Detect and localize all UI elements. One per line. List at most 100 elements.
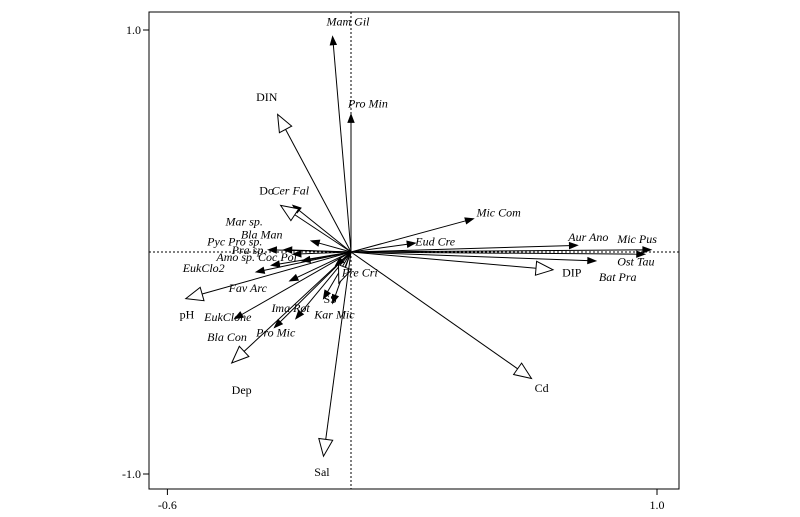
species-vector-pra-sp	[291, 250, 352, 258]
species-vector-eukclo2	[254, 251, 352, 274]
vector-name-label: Ost Tau	[617, 254, 654, 268]
vector-name-label: Pro Mic	[255, 325, 296, 339]
arrow-layer	[184, 35, 653, 458]
y-tick-label: -1.0	[122, 467, 141, 481]
species-vector-mic-com	[350, 217, 475, 253]
vector-name-label: EukClone	[203, 310, 252, 324]
vector-name-label: Bla Con	[207, 330, 247, 344]
vector-shaft	[344, 251, 352, 268]
vector-name-label: Ima Rot	[270, 301, 310, 315]
vector-shaft	[350, 251, 537, 269]
y-tick-label: 1.0	[126, 23, 141, 37]
species-vector-eud-cre	[350, 240, 417, 253]
solid-arrowhead	[329, 35, 338, 46]
vector-name-label: Amo sp. Coc Pol	[215, 250, 297, 264]
vector-shaft	[298, 209, 352, 253]
env-vector-sal	[318, 251, 352, 458]
hollow-arrowhead	[230, 345, 250, 364]
vector-name-label: Kar Mic	[313, 308, 355, 322]
species-vector-pro-sp	[282, 246, 352, 254]
solid-arrowhead	[406, 240, 417, 248]
vector-shaft	[291, 249, 352, 253]
vector-shaft	[241, 251, 352, 316]
vector-name-label: Sal	[314, 465, 330, 479]
solid-arrowhead	[273, 318, 284, 329]
solid-arrowhead	[322, 289, 331, 300]
vector-name-label: Pyc Pro sp.	[206, 234, 262, 248]
solid-arrowhead	[282, 246, 293, 254]
vector-name-label: SS	[323, 292, 336, 306]
vector-name-label: Pro Min	[347, 97, 388, 111]
vector-name-label: DIP	[562, 265, 582, 279]
vector-name-label: Fav Arc	[228, 281, 268, 295]
hollow-arrowhead	[534, 260, 555, 276]
solid-arrowhead	[464, 217, 475, 225]
vector-name-label: Mar sp.	[225, 214, 263, 228]
x-tick-label: 1.0	[650, 498, 665, 512]
vector-shaft	[300, 251, 352, 313]
env-vector-do	[279, 204, 352, 253]
vector-name-label: Dep	[232, 383, 252, 397]
vector-shaft	[350, 251, 637, 255]
solid-arrowhead	[309, 239, 321, 247]
vector-shaft	[350, 220, 466, 253]
vector-name-label: pH	[180, 308, 195, 322]
species-vector-eukclone	[233, 251, 352, 320]
vector-name-label: Bla Man	[241, 228, 283, 242]
species-vector-mic-pus	[350, 246, 653, 254]
solid-arrowhead	[270, 260, 281, 268]
vector-name-label: Pra sp.	[231, 243, 267, 257]
vector-shaft	[350, 251, 588, 262]
hollow-arrowhead	[279, 204, 300, 222]
x-tick-label: -0.6	[158, 498, 177, 512]
vector-shaft	[325, 251, 352, 440]
vector-shaft	[263, 251, 352, 271]
vector-name-label: Mic Com	[475, 205, 521, 219]
env-vector-dip	[350, 251, 555, 276]
vector-shaft	[294, 214, 352, 253]
env-vector-din	[276, 113, 352, 253]
vector-shaft	[350, 243, 408, 253]
solid-arrowhead	[331, 293, 340, 305]
species-vector-mam-gil	[329, 35, 352, 253]
vector-shaft	[350, 245, 570, 253]
species-vector-pro-mic	[294, 251, 352, 320]
vector-name-label: DIN	[256, 90, 278, 104]
species-vector-bla-man	[309, 239, 352, 253]
vector-shaft	[332, 44, 352, 253]
vector-name-label: Mic Pus	[616, 232, 657, 246]
vector-name-label: Aur Ano	[567, 230, 608, 244]
solid-arrowhead	[288, 273, 300, 282]
solid-arrowhead	[254, 266, 266, 274]
solid-arrowhead	[636, 250, 647, 258]
vector-name-label: Cer Fal	[271, 183, 309, 197]
vector-name-label: Bat Pra	[599, 270, 637, 284]
plot-border	[148, 11, 680, 490]
hollow-arrowhead	[512, 362, 533, 380]
species-vector-pro-min	[347, 112, 355, 252]
vector-shaft	[300, 251, 352, 255]
solid-arrowhead	[642, 246, 653, 254]
species-vector-cer-fal	[291, 204, 352, 253]
vector-shaft	[201, 251, 352, 295]
vector-shaft	[285, 129, 352, 253]
vector-shaft	[243, 251, 352, 352]
env-vector-ph	[184, 251, 352, 302]
species-vector-ost-tau	[350, 250, 647, 258]
solid-arrowhead	[587, 256, 598, 265]
species-vector-aur-ano	[350, 241, 579, 253]
vector-name-label: Mam Gil	[326, 15, 371, 29]
solid-arrowhead	[568, 241, 579, 250]
solid-arrowhead	[266, 246, 278, 254]
tick-layer: 1.0 -1.0 -0.6 1.0	[122, 23, 665, 512]
vector-name-label: Eud Cre	[414, 234, 456, 248]
solid-arrowhead	[347, 112, 355, 123]
hollow-arrowhead	[276, 113, 293, 134]
vector-name-label: Do	[259, 183, 274, 197]
env-vector-cd	[350, 251, 533, 380]
hollow-arrowhead	[318, 437, 334, 458]
vector-name-label: EukClo2	[182, 261, 225, 275]
vector-shaft	[318, 242, 352, 253]
vector-name-label: Pre Cri	[341, 265, 378, 279]
